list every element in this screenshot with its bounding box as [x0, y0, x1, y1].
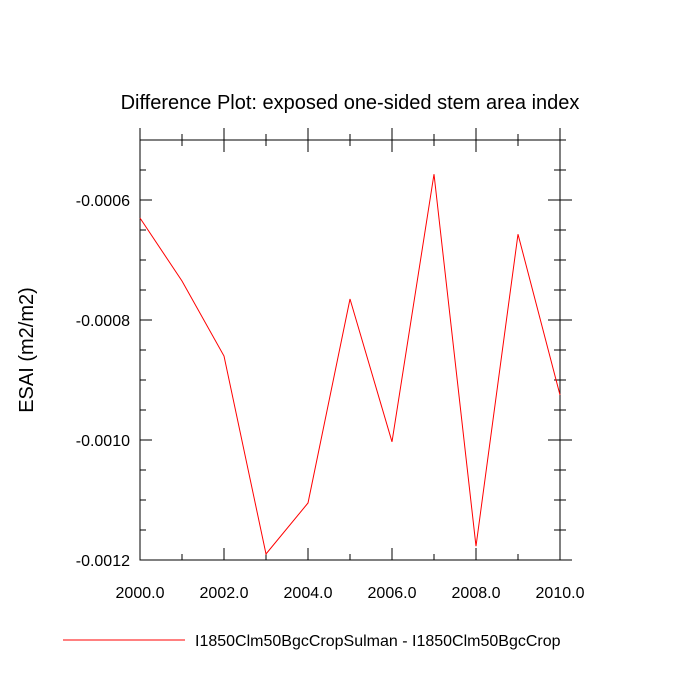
- x-tick-label: 2006.0: [368, 585, 417, 602]
- plot-frame: [139, 139, 561, 561]
- x-tick-label: 2004.0: [284, 585, 333, 602]
- axes: 2000.0 2002.0 2004.0 2006.0 2008.0 2010.0 -0.0…: [76, 128, 585, 602]
- legend: I1850Clm50BgcCropSulman - I1850Clm50BgcC…: [63, 633, 561, 650]
- y-axis-label: ESAI (m2/m2): [16, 287, 38, 413]
- x-tick-label: 2000.0: [116, 585, 165, 602]
- y-tick-label: -0.0008: [76, 313, 130, 330]
- y-tick-label: -0.0012: [76, 553, 130, 570]
- x-tick-label: 2010.0: [536, 585, 585, 602]
- series-line: [139, 174, 561, 556]
- y-tick-label: -0.0006: [76, 193, 130, 210]
- x-tick-label: 2008.0: [452, 585, 501, 602]
- series-layer: [139, 174, 561, 556]
- chart-title: Difference Plot: exposed one-sided stem …: [121, 92, 580, 114]
- legend-label: I1850Clm50BgcCropSulman - I1850Clm50BgcC…: [195, 633, 561, 650]
- x-tick-label: 2002.0: [200, 585, 249, 602]
- y-tick-label: -0.0010: [76, 433, 130, 450]
